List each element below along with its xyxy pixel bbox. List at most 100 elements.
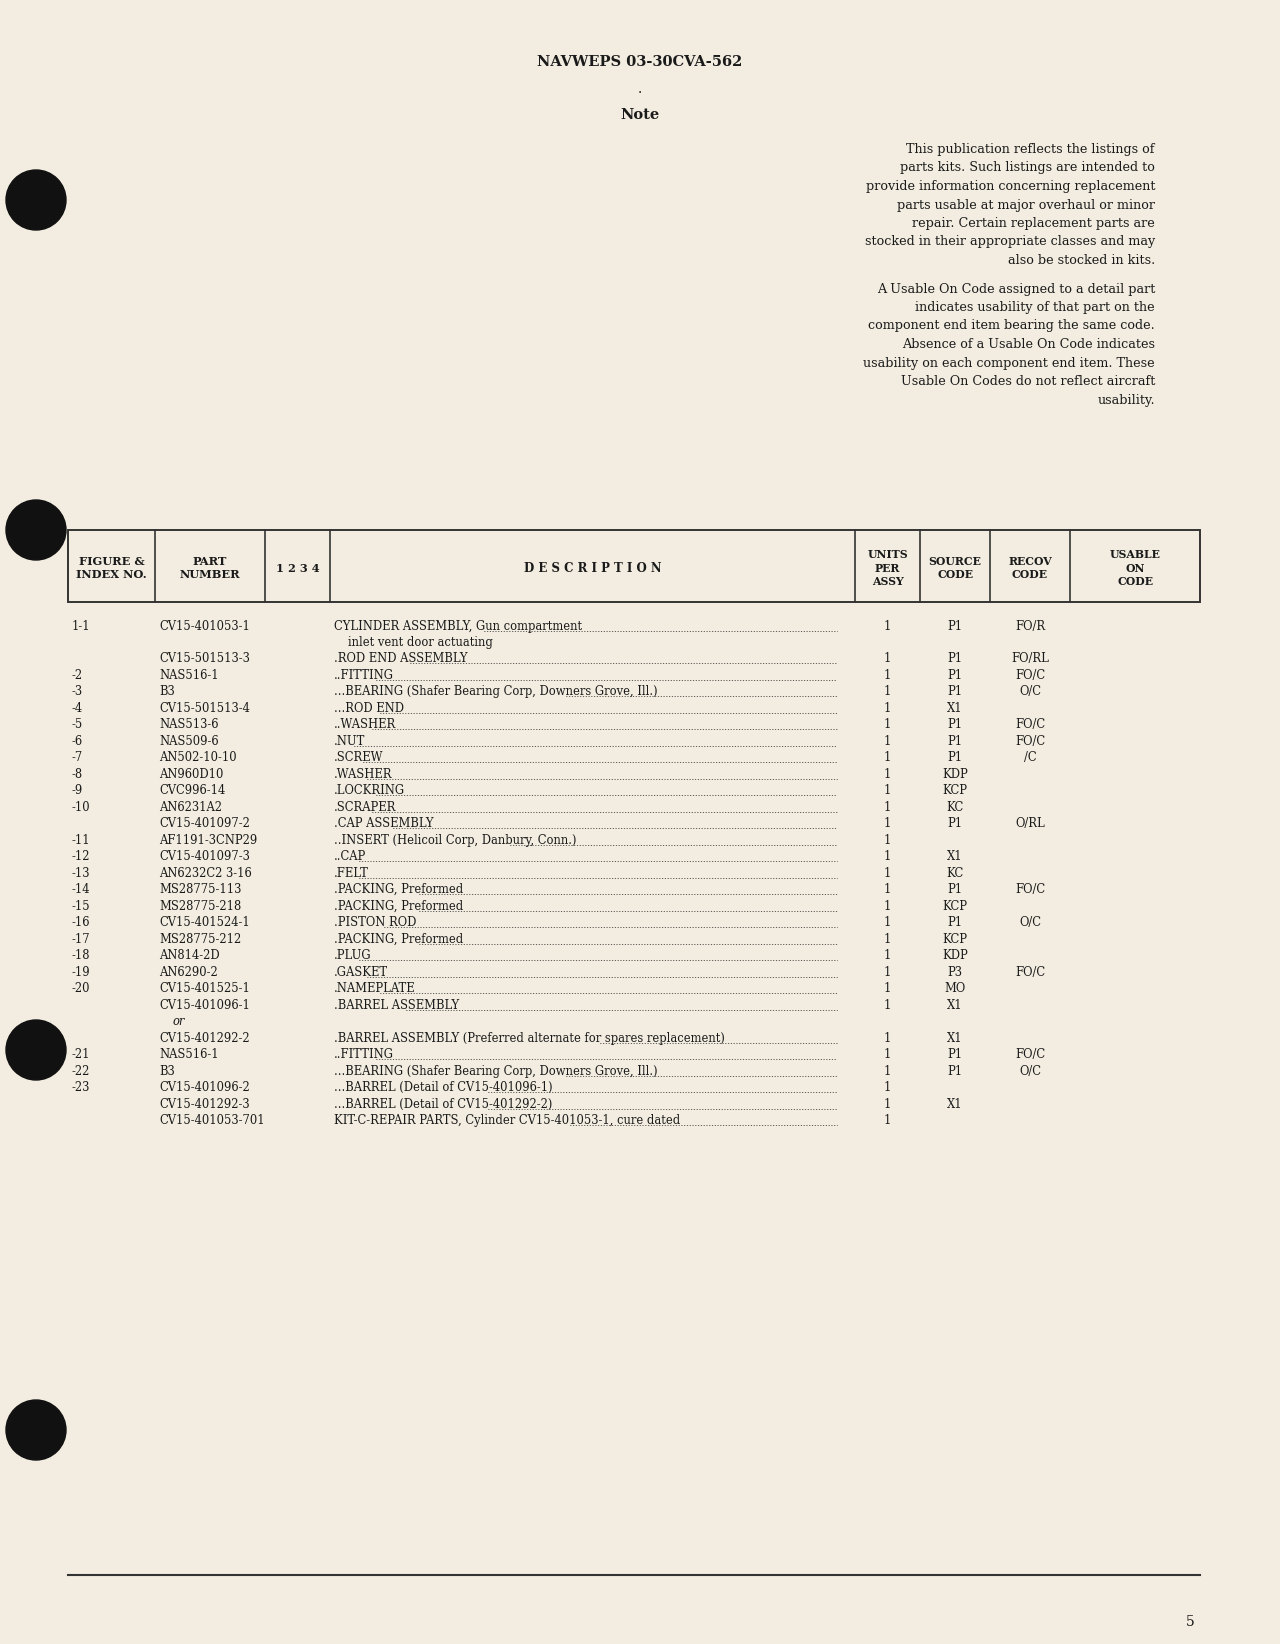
Text: AN502-10-10: AN502-10-10 — [159, 751, 237, 764]
Text: CVC996-14: CVC996-14 — [159, 784, 225, 797]
Text: X1: X1 — [947, 850, 963, 863]
Bar — [68, 529, 1201, 602]
Text: .LOCKRING: .LOCKRING — [334, 784, 406, 797]
Text: AF1191-3CNP29: AF1191-3CNP29 — [159, 834, 257, 847]
Text: CV15-401097-3: CV15-401097-3 — [159, 850, 250, 863]
Text: MS28775-218: MS28775-218 — [159, 899, 241, 912]
Text: -16: -16 — [72, 916, 91, 929]
Text: NAS516-1: NAS516-1 — [159, 1047, 219, 1060]
Text: 1: 1 — [883, 801, 891, 814]
Text: .PISTON ROD: .PISTON ROD — [334, 916, 416, 929]
Text: KDP: KDP — [942, 949, 968, 962]
Text: RECOV
CODE: RECOV CODE — [1009, 556, 1052, 580]
Text: -3: -3 — [72, 686, 83, 699]
Text: -17: -17 — [72, 932, 91, 945]
Text: ..WASHER: ..WASHER — [334, 718, 397, 732]
Text: FO/RL: FO/RL — [1011, 653, 1048, 666]
Text: P3: P3 — [947, 965, 963, 978]
Text: B3: B3 — [159, 686, 175, 699]
Text: KC: KC — [946, 866, 964, 880]
Text: P1: P1 — [947, 620, 963, 633]
Text: KC: KC — [946, 801, 964, 814]
Text: FO/R: FO/R — [1015, 620, 1044, 633]
Text: -2: -2 — [72, 669, 83, 682]
Text: .FELT: .FELT — [334, 866, 369, 880]
Text: ...BEARING (Shafer Bearing Corp, Downers Grove, Ill.): ...BEARING (Shafer Bearing Corp, Downers… — [334, 686, 658, 699]
Text: A Usable On Code assigned to a detail part: A Usable On Code assigned to a detail pa… — [877, 283, 1155, 296]
Text: AN6231A2: AN6231A2 — [159, 801, 221, 814]
Text: -8: -8 — [72, 768, 83, 781]
Text: KCP: KCP — [942, 899, 968, 912]
Text: X1: X1 — [947, 1098, 963, 1110]
Text: Note: Note — [621, 109, 659, 122]
Text: P1: P1 — [947, 653, 963, 666]
Text: 1: 1 — [883, 932, 891, 945]
Text: 1: 1 — [883, 718, 891, 732]
Text: ...ROD END: ...ROD END — [334, 702, 404, 715]
Text: CV15-401097-2: CV15-401097-2 — [159, 817, 250, 830]
Text: AN814-2D: AN814-2D — [159, 949, 220, 962]
Text: -5: -5 — [72, 718, 83, 732]
Text: .NUT: .NUT — [334, 735, 365, 748]
Text: MS28775-212: MS28775-212 — [159, 932, 241, 945]
Text: /C: /C — [1024, 751, 1037, 764]
Text: O/RL: O/RL — [1015, 817, 1044, 830]
Text: CV15-401053-1: CV15-401053-1 — [159, 620, 250, 633]
Text: 1: 1 — [883, 899, 891, 912]
Text: P1: P1 — [947, 916, 963, 929]
Text: -9: -9 — [72, 784, 83, 797]
Text: 1: 1 — [883, 669, 891, 682]
Text: 1: 1 — [883, 1082, 891, 1093]
Text: 1: 1 — [883, 768, 891, 781]
Text: KCP: KCP — [942, 784, 968, 797]
Text: .SCRAPER: .SCRAPER — [334, 801, 397, 814]
Text: .PACKING, Preformed: .PACKING, Preformed — [334, 899, 463, 912]
Text: component end item bearing the same code.: component end item bearing the same code… — [868, 319, 1155, 332]
Text: KIT-C-REPAIR PARTS, Cylinder CV15-401053-1, cure dated: KIT-C-REPAIR PARTS, Cylinder CV15-401053… — [334, 1115, 680, 1128]
Text: ..FITTING: ..FITTING — [334, 1047, 394, 1060]
Text: 1: 1 — [883, 834, 891, 847]
Circle shape — [6, 1019, 67, 1080]
Text: PART
NUMBER: PART NUMBER — [179, 556, 241, 580]
Text: FO/C: FO/C — [1015, 669, 1044, 682]
Text: O/C: O/C — [1019, 686, 1041, 699]
Text: CYLINDER ASSEMBLY, Gun compartment: CYLINDER ASSEMBLY, Gun compartment — [334, 620, 582, 633]
Text: USABLE
ON
CODE: USABLE ON CODE — [1110, 549, 1161, 587]
Text: CV15-401525-1: CV15-401525-1 — [159, 981, 250, 995]
Text: MS28775-113: MS28775-113 — [159, 883, 242, 896]
Text: KCP: KCP — [942, 932, 968, 945]
Text: P1: P1 — [947, 718, 963, 732]
Text: X1: X1 — [947, 998, 963, 1011]
Text: 1: 1 — [883, 866, 891, 880]
Text: P1: P1 — [947, 751, 963, 764]
Text: .GASKET: .GASKET — [334, 965, 388, 978]
Text: parts usable at major overhaul or minor: parts usable at major overhaul or minor — [897, 199, 1155, 212]
Text: CV15-401292-3: CV15-401292-3 — [159, 1098, 250, 1110]
Text: -14: -14 — [72, 883, 91, 896]
Text: Usable On Codes do not reflect aircraft: Usable On Codes do not reflect aircraft — [901, 375, 1155, 388]
Text: -15: -15 — [72, 899, 91, 912]
Text: 1: 1 — [883, 1065, 891, 1077]
Text: -22: -22 — [72, 1065, 91, 1077]
Text: P1: P1 — [947, 686, 963, 699]
Text: .PLUG: .PLUG — [334, 949, 371, 962]
Text: -10: -10 — [72, 801, 91, 814]
Text: 1: 1 — [883, 817, 891, 830]
Circle shape — [6, 169, 67, 230]
Text: NAVWEPS 03-30CVA-562: NAVWEPS 03-30CVA-562 — [538, 54, 742, 69]
Text: CV15-401096-1: CV15-401096-1 — [159, 998, 250, 1011]
Text: 1: 1 — [883, 850, 891, 863]
Text: NAS509-6: NAS509-6 — [159, 735, 219, 748]
Text: 1: 1 — [883, 981, 891, 995]
Text: -19: -19 — [72, 965, 91, 978]
Text: 1: 1 — [883, 735, 891, 748]
Text: P1: P1 — [947, 669, 963, 682]
Text: ..INSERT (Helicoil Corp, Danbury, Conn.): ..INSERT (Helicoil Corp, Danbury, Conn.) — [334, 834, 576, 847]
Text: X1: X1 — [947, 1031, 963, 1044]
Text: CV15-501513-3: CV15-501513-3 — [159, 653, 250, 666]
Text: SOURCE
CODE: SOURCE CODE — [928, 556, 982, 580]
Text: AN6232C2 3-16: AN6232C2 3-16 — [159, 866, 252, 880]
Text: usability on each component end item. These: usability on each component end item. Th… — [864, 357, 1155, 370]
Text: MO: MO — [945, 981, 965, 995]
Text: .SCREW: .SCREW — [334, 751, 384, 764]
